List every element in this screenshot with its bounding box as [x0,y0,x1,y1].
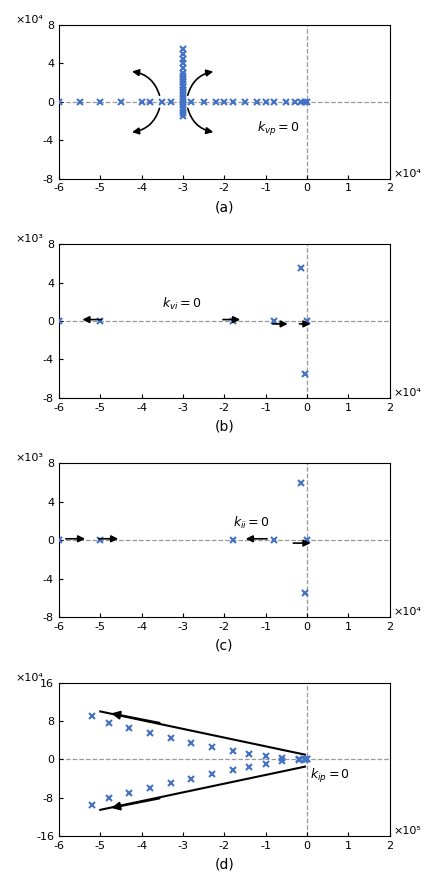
Text: ×10⁴: ×10⁴ [16,672,44,682]
Text: $k_{ii}=0$: $k_{ii}=0$ [233,515,269,531]
Text: ×10⁴: ×10⁴ [393,388,421,398]
Text: ×10⁴: ×10⁴ [393,607,421,617]
Text: $k_{vp}=0$: $k_{vp}=0$ [257,120,300,137]
Text: ×10⁵: ×10⁵ [393,827,421,836]
Text: $k_{ip}=0$: $k_{ip}=0$ [310,767,351,785]
Text: ×10⁴: ×10⁴ [393,168,421,179]
Text: ×10⁴: ×10⁴ [16,15,44,25]
Text: $k_{vi}=0$: $k_{vi}=0$ [162,296,202,312]
Text: ×10³: ×10³ [16,234,44,245]
Text: (d): (d) [215,858,234,872]
Text: (a): (a) [215,200,234,214]
Text: (b): (b) [215,419,234,433]
Text: ×10³: ×10³ [16,454,44,463]
Text: (c): (c) [215,639,234,652]
